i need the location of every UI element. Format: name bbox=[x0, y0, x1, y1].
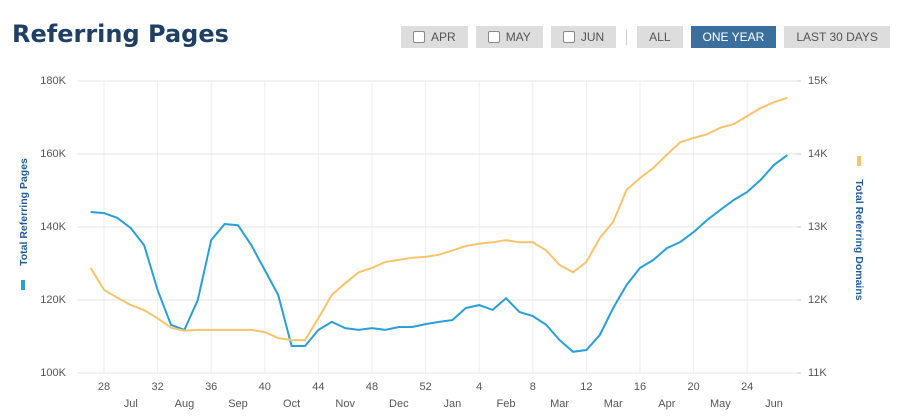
checkbox-button[interactable]: JUN bbox=[550, 26, 617, 48]
x-tick-label: 48 bbox=[366, 381, 378, 393]
range-button[interactable]: ONE YEAR bbox=[690, 26, 777, 48]
controls: APR MAY JUN ALL ONE YEAR LAST 30 DAYS bbox=[401, 26, 890, 48]
y2-tick-label: 11K bbox=[808, 367, 827, 379]
x-tick-label: 40 bbox=[259, 381, 271, 393]
x-month-label: Dec bbox=[389, 398, 409, 410]
x-tick-label: 16 bbox=[634, 381, 646, 393]
x-month-label: Aug bbox=[175, 398, 195, 410]
range-button[interactable]: LAST 30 DAYS bbox=[784, 26, 890, 48]
x-tick-label: 44 bbox=[312, 381, 324, 393]
x-tick-label: 4 bbox=[476, 381, 482, 393]
x-month-label: Feb bbox=[497, 398, 516, 410]
x-tick-label: 12 bbox=[580, 381, 592, 393]
x-month-label: Apr bbox=[658, 398, 675, 410]
x-month-label: Oct bbox=[283, 398, 300, 410]
checkbox-label: JUN bbox=[580, 30, 605, 44]
y2-tick-label: 15K bbox=[808, 75, 828, 87]
checkbox-button[interactable]: APR bbox=[401, 26, 468, 48]
x-tick-label: 32 bbox=[151, 381, 163, 393]
x-month-label: Nov bbox=[335, 398, 355, 410]
legend-marker bbox=[857, 156, 861, 166]
x-month-label: Jul bbox=[124, 398, 138, 410]
checkbox-label: APR bbox=[431, 30, 456, 44]
series-line bbox=[89, 96, 788, 342]
y2-tick-label: 12K bbox=[808, 294, 828, 306]
y-axis-title: Total Referring Pages bbox=[18, 158, 30, 266]
series-line bbox=[90, 154, 788, 353]
y2-axis-title: Total Referring Domains bbox=[853, 179, 865, 300]
x-tick-label: 8 bbox=[530, 381, 536, 393]
y2-tick-label: 13K bbox=[808, 221, 828, 233]
checkbox-button[interactable]: MAY bbox=[475, 26, 543, 48]
checkbox[interactable] bbox=[562, 31, 575, 43]
x-tick-label: 20 bbox=[687, 381, 699, 393]
x-tick-label: 52 bbox=[419, 381, 431, 393]
y-tick-label: 140K bbox=[40, 221, 66, 233]
checkbox[interactable] bbox=[413, 31, 425, 43]
x-month-label: Mar bbox=[550, 398, 569, 410]
page-title: Referring Pages bbox=[12, 20, 229, 48]
separator bbox=[626, 29, 628, 45]
y-tick-label: 160K bbox=[40, 148, 66, 160]
x-tick-label: 36 bbox=[205, 381, 217, 393]
y2-tick-label: 14K bbox=[808, 148, 828, 160]
x-month-label: Mar bbox=[604, 398, 623, 410]
y-tick-label: 100K bbox=[40, 367, 66, 379]
x-month-label: May bbox=[710, 398, 731, 410]
checkbox-label: MAY bbox=[505, 30, 531, 44]
checkbox[interactable] bbox=[487, 31, 500, 43]
x-month-label: Sep bbox=[228, 398, 248, 410]
legend-marker bbox=[21, 280, 25, 290]
x-month-label: Jun bbox=[765, 398, 783, 410]
range-button[interactable]: ALL bbox=[637, 26, 683, 48]
x-tick-label: 28 bbox=[98, 381, 110, 393]
x-tick-label: 24 bbox=[741, 381, 753, 393]
y-tick-label: 180K bbox=[40, 75, 66, 87]
y-tick-label: 120K bbox=[40, 294, 66, 306]
x-month-label: Jan bbox=[444, 398, 462, 410]
